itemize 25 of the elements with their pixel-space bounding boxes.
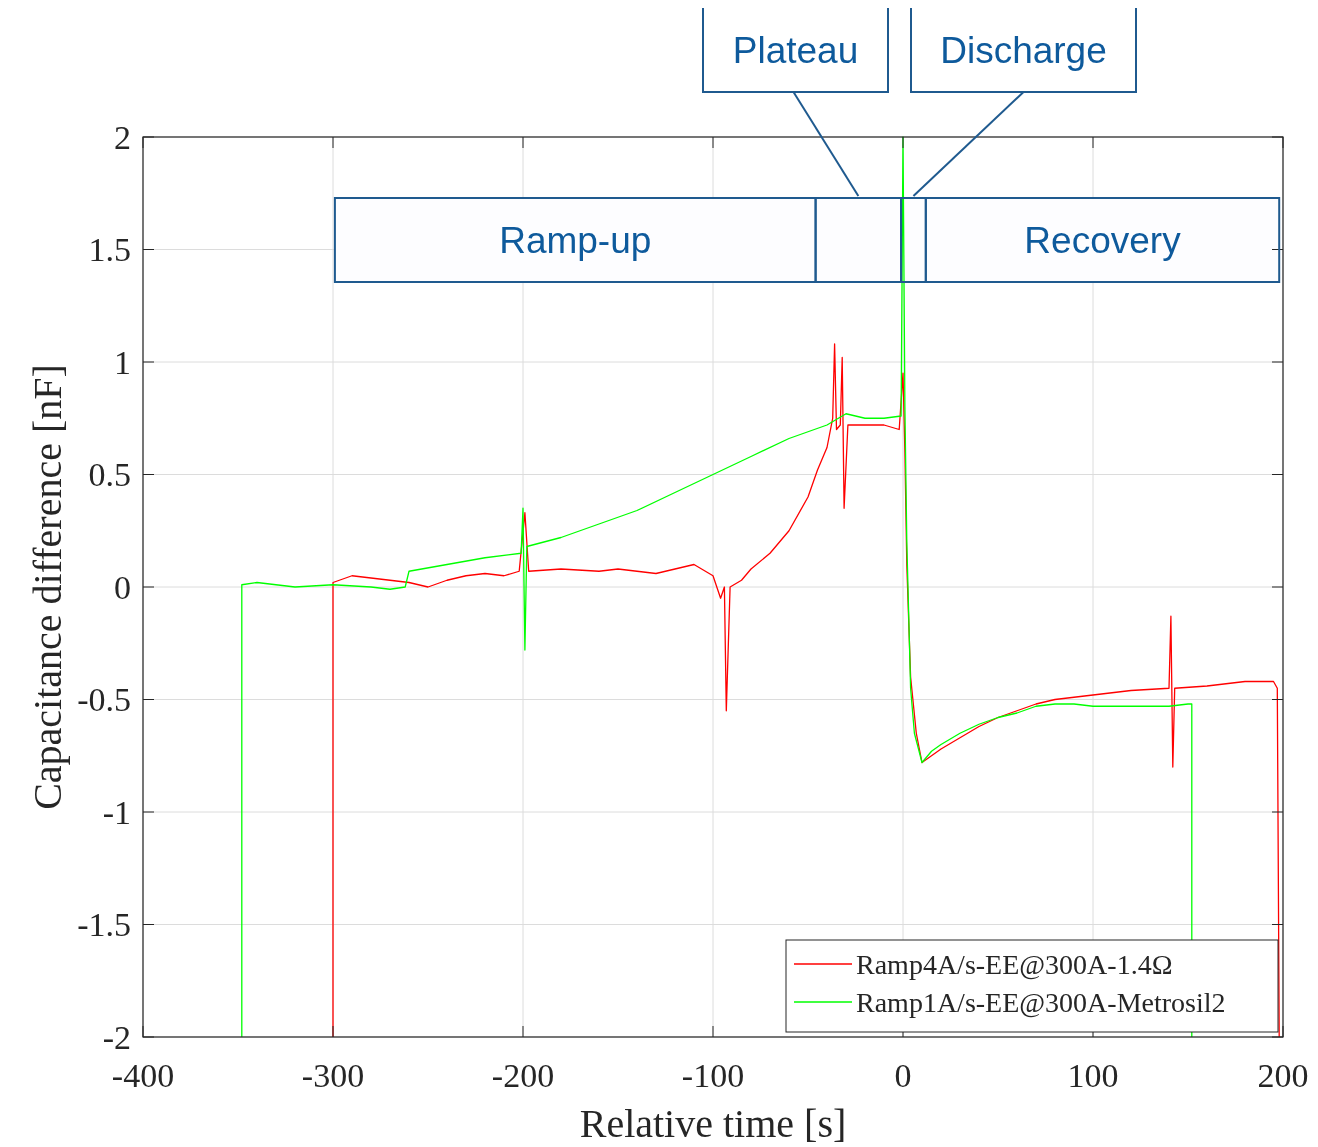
band-label: Ramp-up <box>499 219 652 261</box>
y-tick-label: -1.5 <box>77 906 131 944</box>
legend-label: Ramp1A/s-EE@300A-Metrosil2 <box>856 986 1226 1018</box>
band-label: Recovery <box>1024 219 1182 261</box>
y-tick-label: -2 <box>102 1018 131 1056</box>
band-label: Plateau <box>732 29 859 71</box>
y-tick-label: 2 <box>114 118 131 156</box>
band-label: Discharge <box>940 29 1107 71</box>
x-tick-label: -300 <box>301 1057 365 1094</box>
x-tick-label: 100 <box>1067 1057 1119 1094</box>
y-tick-label: 0.5 <box>88 456 131 494</box>
y-axis-title: Capacitance difference [nF] <box>25 364 70 810</box>
x-tick-label: 0 <box>894 1057 912 1094</box>
line-series <box>332 343 1280 1038</box>
y-tick-label: -0.5 <box>77 681 131 719</box>
y-tick-label: -1 <box>102 793 131 831</box>
x-tick-label: -100 <box>681 1057 745 1094</box>
x-tick-label: 200 <box>1257 1057 1309 1094</box>
x-tick-label: -200 <box>491 1057 555 1094</box>
x-tick-label: -400 <box>111 1057 175 1094</box>
y-tick-label: 1.5 <box>88 231 131 269</box>
y-tick-label: 0 <box>114 568 131 606</box>
x-axis-title: Relative time [s] <box>579 1101 847 1146</box>
y-tick-label: 1 <box>114 343 131 381</box>
legend-label: Ramp4A/s-EE@300A-1.4Ω <box>856 948 1173 980</box>
